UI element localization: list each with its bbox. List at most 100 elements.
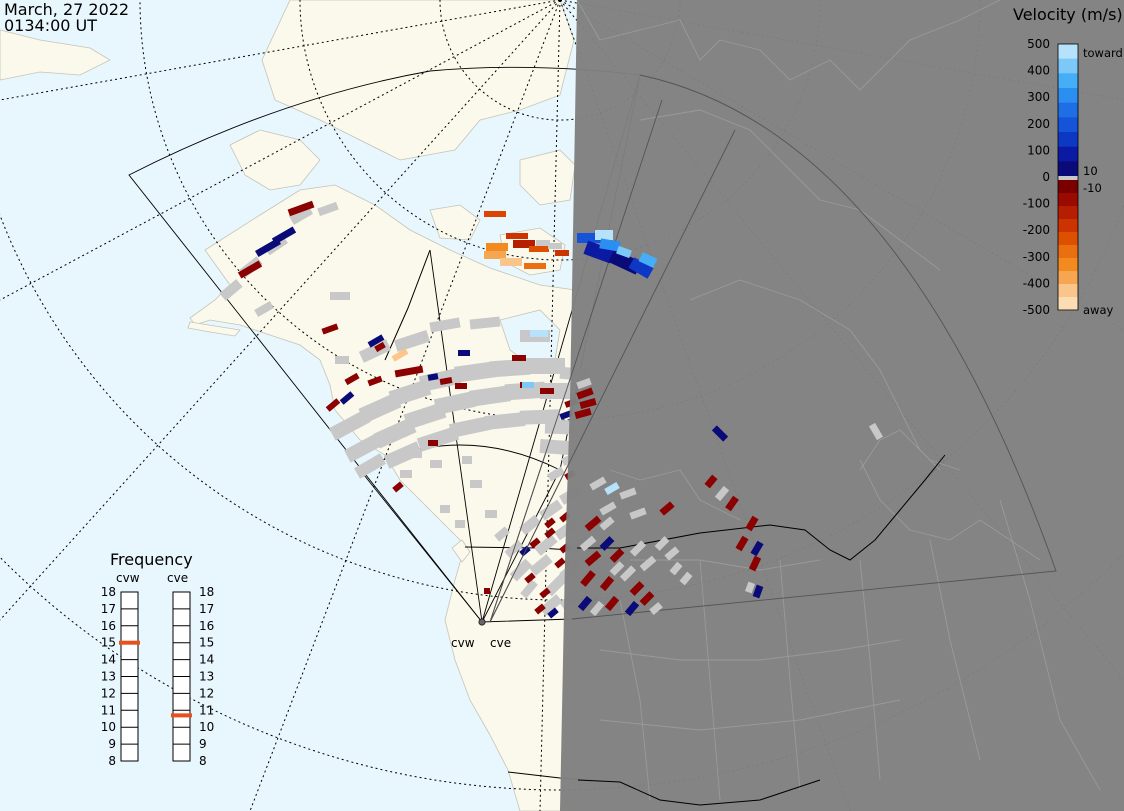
scatter-cell [329, 409, 371, 441]
scatter-cell [539, 438, 571, 456]
velocity-cell [254, 237, 282, 258]
velocity-cell [629, 581, 645, 596]
scatter-cell [430, 460, 442, 468]
colorbar-segment [1058, 284, 1078, 298]
velocity-cell [559, 410, 573, 420]
colorbar-tick-label: -200 [1023, 223, 1050, 237]
site-label-cvw: cvw [451, 636, 475, 650]
radar-site-marker [478, 618, 486, 626]
vancouver-island [451, 539, 471, 563]
fov-beam-line [359, 469, 483, 623]
scatter-cell [358, 392, 402, 424]
scatter-cell [520, 579, 538, 599]
velocity-cell [544, 527, 556, 539]
scatter-cell [485, 510, 497, 518]
velocity-cell [745, 581, 755, 594]
colorbar-segment [1058, 193, 1078, 207]
frequency-tick-label: 17 [101, 602, 116, 616]
velocity-cell [750, 540, 764, 557]
frequency-tick-label: 11 [101, 703, 116, 717]
scatter-cell [529, 554, 553, 576]
scatter-cell [544, 419, 576, 435]
scatter-cell [484, 411, 526, 431]
arctic-island [519, 149, 576, 206]
night-side [560, 0, 1124, 811]
velocity-ticks: 500 400 300 200 100 0 -100 -200 -300 -400 -500 [1023, 37, 1050, 317]
scatter-cell [400, 470, 412, 478]
frequency-panel: Frequency cvw cve 1817161514131211109818… [101, 550, 215, 768]
scatter-cell [219, 279, 243, 301]
scatter-cell [539, 499, 563, 521]
velocity-cell [484, 588, 490, 594]
colorbar-segment [1058, 271, 1078, 285]
velocity-cell [752, 584, 764, 599]
colorbar-segment [1058, 232, 1078, 246]
arctic-island [229, 129, 321, 191]
velocity-cell [237, 260, 263, 279]
scatter-cell [448, 415, 492, 439]
colorbar-segment [1058, 297, 1078, 311]
frequency-tick-label: 10 [101, 720, 116, 734]
colorbar-segment [1058, 245, 1078, 259]
colorbar-tick-label: -100 [1023, 197, 1050, 211]
colorbar-segment [1058, 102, 1078, 118]
scatter-cell [489, 358, 531, 378]
aleutians [187, 321, 241, 337]
frequency-tick-label: 8 [199, 754, 207, 768]
colorbar-segment [1058, 219, 1078, 233]
velocity-cell [577, 595, 593, 612]
velocity-cell [394, 365, 424, 378]
scatter-cell [547, 466, 565, 482]
scatter-cell [317, 201, 339, 217]
night-shade [577, 0, 1124, 811]
colorbar-segment [1058, 161, 1078, 177]
velocity-cell [704, 474, 718, 489]
frequency-tick-label: 12 [199, 686, 214, 700]
velocity-cell [604, 595, 620, 612]
fov-night [489, 74, 1057, 623]
colorbar-segment [1058, 88, 1078, 104]
site-label-cve: cve [490, 636, 511, 650]
velocity-cell [679, 571, 693, 586]
velocity-legend: Velocity (m/s) 500 400 300 200 100 0 -100 -200 -… [1013, 5, 1123, 317]
velocity-cell [576, 387, 594, 400]
velocity-cell [599, 516, 615, 531]
velocity-cell [664, 546, 680, 561]
scatter-cell [330, 292, 350, 300]
scatter-cell [469, 385, 511, 407]
night-geography [576, 0, 1101, 801]
frequency-label-cvw: cvw [116, 571, 140, 585]
velocity-cell [584, 515, 602, 532]
velocity-cell [512, 355, 526, 361]
colorbar-tick-label: -500 [1023, 303, 1050, 317]
colorbar-segment [1058, 58, 1078, 74]
colorbar-segment [1058, 73, 1078, 89]
colorbar-segment [1058, 117, 1078, 133]
velocity-cell [604, 481, 620, 496]
scatter-cell [344, 431, 386, 463]
velocity-cell [287, 200, 315, 217]
velocity-cell [616, 245, 632, 259]
frequency-tick-label: 15 [101, 636, 116, 650]
frequency-tick-label: 13 [199, 670, 214, 684]
velocity-cell [539, 587, 551, 599]
colorbar-tick-label: 0 [1042, 170, 1050, 184]
velocity-cell [868, 422, 884, 441]
legend-toward: toward [1083, 46, 1123, 60]
velocity-cell [577, 233, 607, 243]
velocity-cell [595, 230, 613, 240]
time-label: 0134:00 UT [4, 16, 97, 35]
scatter-cell [429, 317, 461, 333]
velocity-cell [639, 555, 657, 572]
velocity-cell [321, 323, 339, 335]
colorbar-segment [1058, 44, 1078, 60]
velocity-cell [500, 258, 522, 266]
velocity-cell [522, 382, 534, 388]
velocity-cell [624, 600, 640, 617]
velocity-cell [748, 555, 762, 572]
frequency-label-cve: cve [167, 571, 188, 585]
scatter-cell [469, 316, 501, 330]
velocity-cell [486, 243, 508, 251]
scatter-cell [454, 361, 496, 383]
